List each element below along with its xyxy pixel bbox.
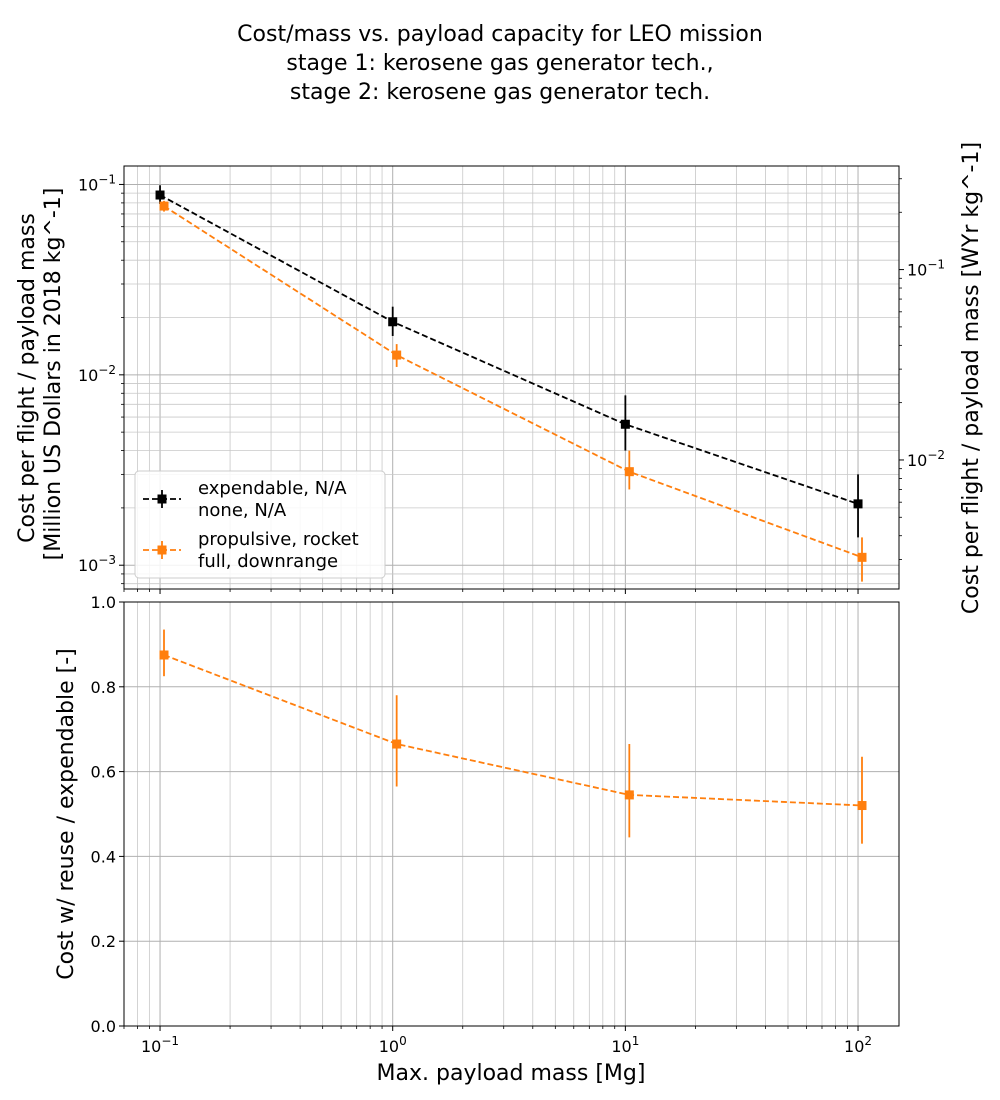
ratio-series-point — [857, 801, 867, 811]
x-tick-label: 102 — [844, 1034, 872, 1056]
chart-title-line-3: stage 2: kerosene gas generator tech. — [290, 80, 710, 105]
right-y-axis-label: Cost per flight / payload mass [WYr kg^-… — [959, 142, 984, 614]
legend-label: propulsive, rocket — [198, 529, 359, 550]
top-y-tick-label: 10−1 — [78, 172, 116, 194]
bottom-axes-frame — [123, 601, 900, 1027]
right-y-tick-label: 10−2 — [907, 448, 945, 470]
x-tick-label: 10−1 — [141, 1034, 179, 1056]
expendable-series-point — [388, 317, 398, 327]
expendable-series-point — [155, 190, 165, 200]
propulsive-series-point — [392, 350, 402, 360]
legend-marker — [157, 494, 167, 504]
top-y-axis-label-line-1: Cost per flight / payload mass — [15, 213, 40, 543]
bottom-y-tick-label: 1.0 — [91, 593, 116, 612]
propulsive-series-point — [624, 467, 634, 477]
bottom-y-tick-label: 0.8 — [91, 678, 116, 697]
ratio-series-line — [163, 654, 863, 807]
ratio-series-point — [159, 650, 169, 660]
top-y-tick-label: 10−2 — [78, 363, 116, 385]
top-y-tick-label: 10−3 — [78, 553, 116, 575]
propulsive-series-point — [857, 552, 867, 562]
expendable-series-point — [853, 499, 863, 509]
top-y-axis-label-line-2: [Million US Dollars in 2018 kg^-1] — [41, 188, 66, 561]
ratio-series-point — [624, 790, 634, 800]
propulsive-series-point — [159, 201, 169, 211]
expendable-series-line — [159, 194, 859, 505]
bottom-y-tick-label: 0.4 — [91, 847, 116, 866]
chart-title-line-1: Cost/mass vs. payload capacity for LEO m… — [237, 22, 763, 47]
legend-label: full, downrange — [198, 551, 338, 572]
bottom-y-tick-label: 0.2 — [91, 932, 116, 951]
legend-box — [134, 470, 386, 579]
legend-marker — [157, 545, 167, 555]
legend-label: none, N/A — [198, 500, 287, 521]
expendable-series-point — [620, 419, 630, 429]
legend-label: expendable, N/A — [198, 478, 347, 499]
x-tick-label: 101 — [611, 1034, 639, 1056]
bottom-y-axis-label: Cost w/ reuse / expendable [-] — [54, 648, 79, 980]
bottom-y-tick-label: 0.0 — [91, 1017, 116, 1036]
ratio-series-point — [392, 739, 402, 749]
chart-title-line-2: stage 1: kerosene gas generator tech., — [286, 51, 713, 76]
x-tick-label: 100 — [379, 1034, 407, 1056]
top-axes-frame — [123, 165, 900, 590]
propulsive-series-line — [163, 205, 863, 559]
bottom-y-tick-label: 0.6 — [91, 763, 116, 782]
right-y-tick-label: 10−1 — [907, 258, 945, 280]
x-axis-label: Max. payload mass [Mg] — [377, 1061, 646, 1086]
